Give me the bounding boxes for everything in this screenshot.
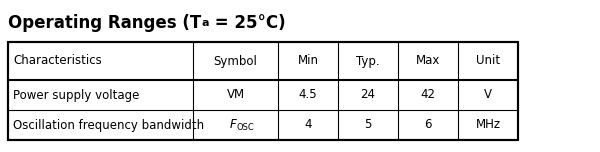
Text: = 25°C): = 25°C) (209, 14, 286, 32)
Text: F: F (229, 119, 236, 131)
Text: VM: VM (226, 88, 245, 102)
Text: 42: 42 (421, 88, 436, 102)
Text: Typ.: Typ. (356, 55, 380, 67)
Text: 4.5: 4.5 (299, 88, 317, 102)
Text: Characteristics: Characteristics (13, 55, 102, 67)
Text: Power supply voltage: Power supply voltage (13, 88, 139, 102)
Text: 5: 5 (364, 119, 371, 131)
Text: MHz: MHz (475, 119, 500, 131)
Text: 6: 6 (424, 119, 432, 131)
Text: OSC: OSC (236, 123, 254, 133)
Text: V: V (484, 88, 492, 102)
Bar (8, 42, 518, 140)
Text: 4: 4 (304, 119, 312, 131)
Text: a: a (201, 18, 209, 28)
Text: Operating Ranges (T: Operating Ranges (T (8, 14, 201, 32)
Text: Unit: Unit (476, 55, 500, 67)
Text: 24: 24 (361, 88, 376, 102)
Text: Oscillation frequency bandwidth: Oscillation frequency bandwidth (13, 119, 204, 131)
Text: Max: Max (416, 55, 440, 67)
Text: Symbol: Symbol (214, 55, 257, 67)
Text: Min: Min (298, 55, 319, 67)
